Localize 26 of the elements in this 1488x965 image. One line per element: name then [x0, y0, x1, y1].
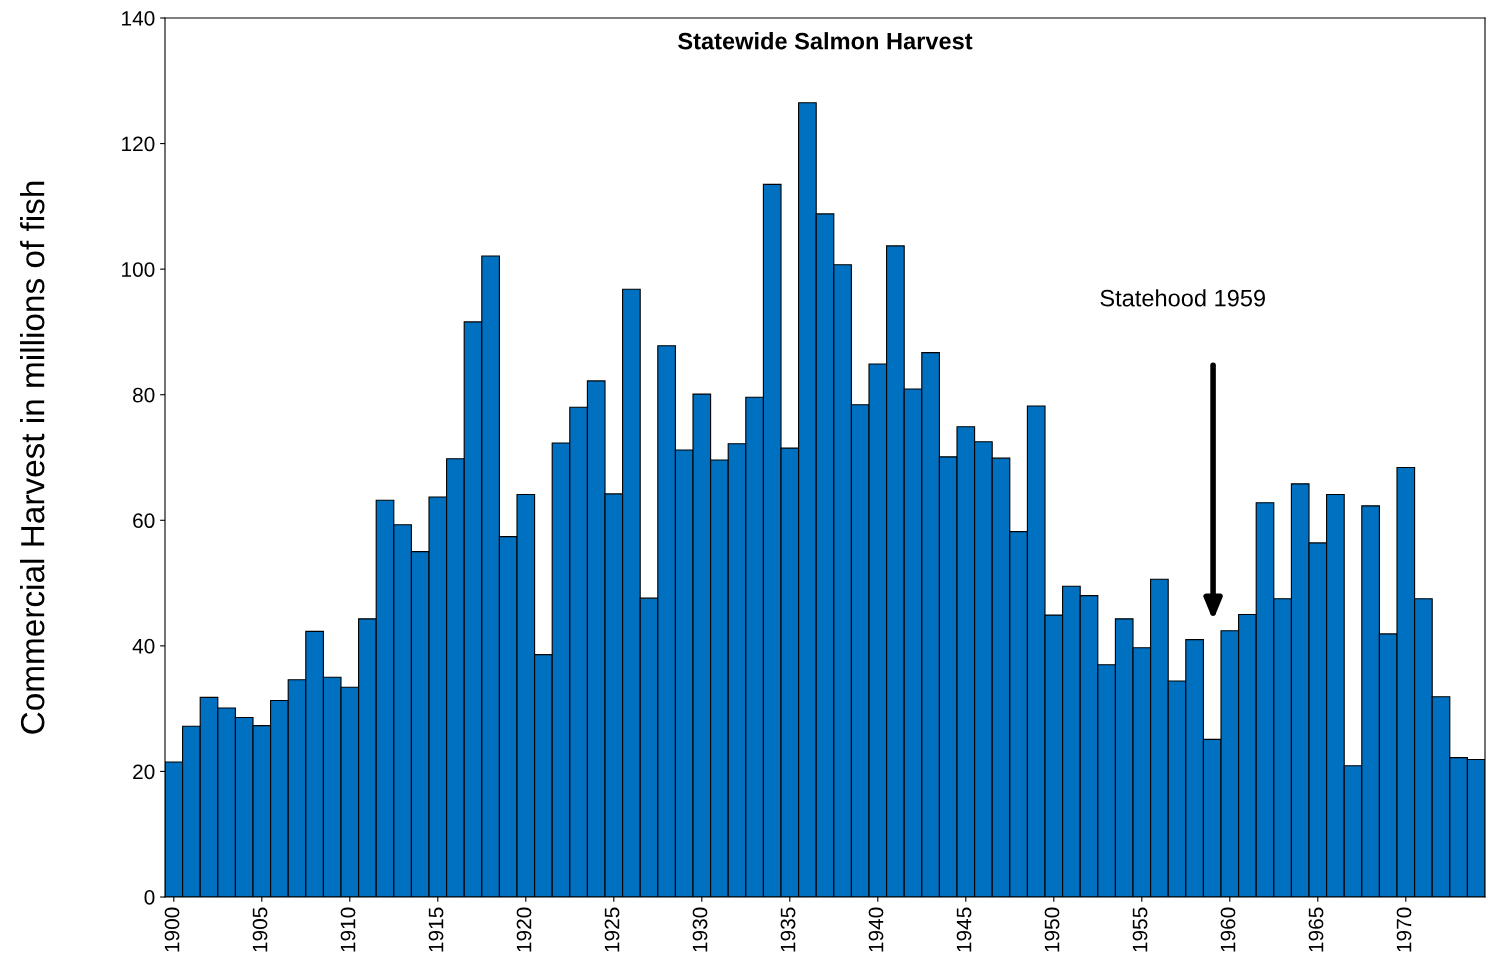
x-tick-label: 1965	[1308, 907, 1324, 952]
x-tick-label: 1905	[252, 907, 268, 952]
x-tick-label: 1970	[1396, 907, 1412, 952]
x-tick-label: 1935	[780, 907, 796, 952]
chart-title: Statewide Salmon Harvest	[678, 32, 973, 50]
y-tick-label: 120	[122, 136, 155, 152]
x-tick-label: 1955	[1132, 907, 1148, 952]
x-tick-label: 1910	[340, 907, 356, 952]
y-tick-label: 60	[133, 513, 155, 529]
annotation: Statehood 1959	[1100, 289, 1265, 307]
x-tick-label: 1945	[956, 907, 972, 952]
y-tick-label: 0	[144, 890, 155, 905]
y-tick-label: 20	[133, 764, 155, 780]
x-tick-label: 1900	[164, 907, 180, 952]
y-tick-label: 80	[133, 387, 155, 403]
x-tick-label: 1960	[1220, 907, 1236, 952]
x-tick-label: 1920	[516, 907, 532, 952]
x-tick-label: 1930	[692, 907, 708, 952]
x-tick-label: 1940	[868, 907, 884, 952]
x-tick-label: 1950	[1044, 907, 1060, 952]
y-tick-label: 100	[122, 262, 155, 277]
y-tick-label: 40	[132, 638, 155, 654]
x-tick-label: 1925	[604, 907, 620, 952]
y-tick-label: 140	[122, 11, 155, 26]
y-axis-title: Commercial Harvest in millions of fish	[20, 181, 45, 734]
x-tick-label: 1915	[428, 907, 444, 952]
